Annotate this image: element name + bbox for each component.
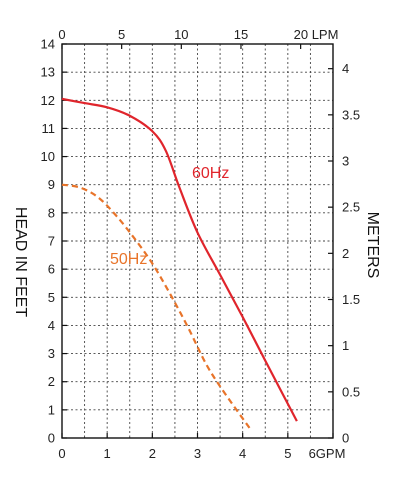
y-right-tick-label: 4 bbox=[342, 61, 349, 76]
x-bottom-tick-label: 0 bbox=[58, 446, 65, 461]
x-bottom-tick-label: 2 bbox=[149, 446, 156, 461]
y-right-tick-label: 3 bbox=[342, 154, 349, 169]
y-left-tick-label: 13 bbox=[41, 65, 55, 80]
y-right-tick-label: 3.5 bbox=[342, 107, 360, 122]
grid bbox=[62, 44, 333, 438]
y-left-tick-label: 0 bbox=[48, 431, 55, 446]
x-bottom-tick-label: 6GPM bbox=[309, 446, 346, 461]
y-axis-right-title: METERS bbox=[364, 212, 381, 279]
x-bottom-tick-label: 1 bbox=[104, 446, 111, 461]
y-right-tick-label: 2.5 bbox=[342, 200, 360, 215]
y-left-tick-label: 11 bbox=[42, 121, 56, 136]
y-right-tick-label: 1.5 bbox=[342, 292, 360, 307]
x-bottom-tick-label: 3 bbox=[194, 446, 201, 461]
series-label-50hz: 50Hz bbox=[110, 251, 147, 268]
y-right-tick-label: 1 bbox=[342, 338, 349, 353]
y-left-tick-label: 9 bbox=[48, 177, 55, 192]
x-bottom-tick-label: 5 bbox=[284, 446, 291, 461]
x-bottom-tick-label: 4 bbox=[239, 446, 246, 461]
x-top-tick-label: 10 bbox=[174, 27, 188, 42]
y-left-tick-label: 12 bbox=[41, 93, 55, 108]
y-left-tick-label: 5 bbox=[48, 290, 55, 305]
series-line-60hz bbox=[61, 97, 298, 422]
x-top-tick-label: 5 bbox=[118, 27, 125, 42]
y-left-tick-label: 8 bbox=[48, 205, 55, 220]
y-right-tick-label: 0 bbox=[342, 431, 349, 446]
series-label-60hz: 60Hz bbox=[192, 165, 229, 182]
y-left-tick-label: 10 bbox=[41, 149, 55, 164]
y-left-tick-label: 3 bbox=[48, 346, 55, 361]
y-left-tick-label: 7 bbox=[48, 234, 55, 249]
y-axis-left-title: HEAD IN FEET bbox=[12, 207, 29, 317]
x-top-tick-label: 15 bbox=[234, 27, 248, 42]
y-left-tick-label: 4 bbox=[48, 318, 55, 333]
y-left-tick-label: 14 bbox=[41, 37, 55, 52]
x-top-tick-label: 20 LPM bbox=[294, 27, 339, 42]
series-lines bbox=[61, 97, 298, 432]
series-line-50hz bbox=[61, 183, 253, 432]
y-left-tick-label: 1 bbox=[48, 402, 55, 417]
y-left-tick-label: 6 bbox=[48, 262, 55, 277]
y-right-tick-label: 0.5 bbox=[342, 384, 360, 399]
y-right-tick-label: 2 bbox=[342, 246, 349, 261]
y-left-tick-label: 2 bbox=[48, 374, 55, 389]
x-top-tick-label: 0 bbox=[58, 27, 65, 42]
